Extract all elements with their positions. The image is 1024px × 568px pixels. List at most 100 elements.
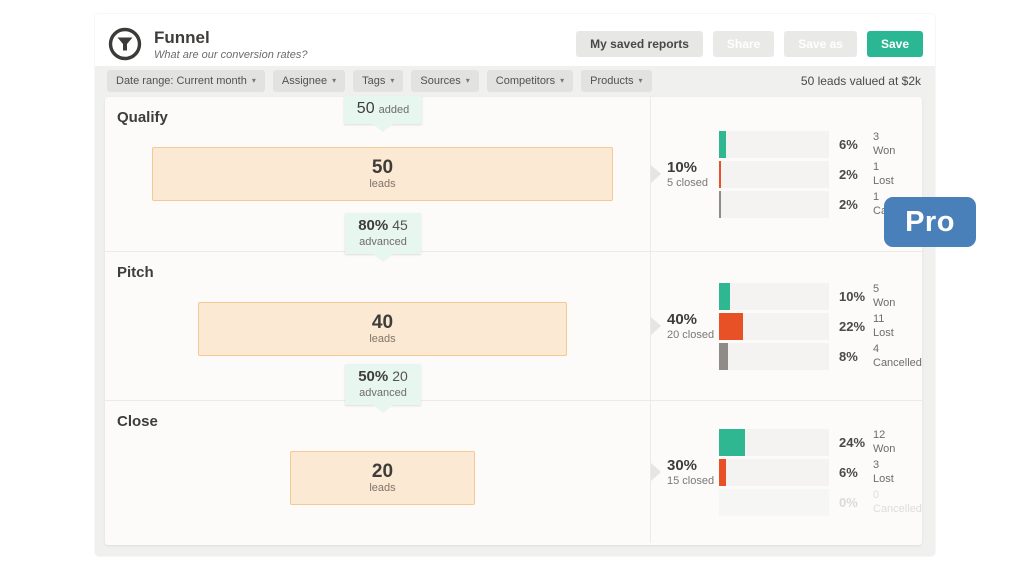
lost-bar	[719, 160, 829, 188]
chevron-down-icon: ▾	[251, 76, 256, 85]
filter-date-range[interactable]: Date range: Current month ▾	[107, 70, 265, 92]
lost-label: Lost	[873, 175, 894, 187]
chevron-down-icon: ▾	[390, 76, 395, 85]
lost-count: 3	[873, 458, 880, 471]
outcome-row-lost: 22% 11 Lost	[719, 312, 922, 340]
outcome-row-cancelled: 0% 0 Cancelled	[719, 488, 922, 516]
won-pct: 24%	[839, 434, 866, 450]
filter-sources-label: Sources	[420, 75, 461, 87]
filter-tags[interactable]: Tags ▾	[353, 70, 404, 92]
filter-competitors-label: Competitors	[495, 75, 556, 87]
lead-area: 50 leads	[152, 147, 613, 201]
advanced-line1: 80% 45	[358, 217, 408, 235]
stage-arrow-icon	[651, 317, 661, 335]
filter-bar: Date range: Current month ▾ Assignee ▾ T…	[95, 66, 935, 96]
won-count: 5	[873, 282, 880, 295]
cancelled-label: Cancelled	[873, 357, 922, 369]
closed-summary: 40% 20 closed	[667, 311, 719, 341]
lost-pct: 22%	[839, 318, 866, 334]
report-panel: Funnel What are our conversion rates? My…	[95, 14, 935, 556]
report-titles: Funnel What are our conversion rates?	[154, 28, 307, 61]
advanced-count: 45	[392, 217, 408, 233]
added-count: 50	[356, 100, 375, 117]
share-button[interactable]: Share	[712, 31, 775, 57]
won-pct: 10%	[839, 288, 866, 304]
won-count: 3	[873, 130, 880, 143]
cancelled-pct: 2%	[839, 196, 858, 212]
lead-box: 40 leads	[198, 302, 567, 356]
closed-label: 5 closed	[667, 177, 708, 189]
closed-label: 15 closed	[667, 475, 715, 487]
advanced-tag: 50% 20 advanced	[345, 364, 421, 405]
lead-area: 40 leads	[152, 302, 613, 356]
funnel-col-qualify: Qualify 50 added 50 leads 80% 45 advanced	[105, 96, 651, 254]
filter-assignee[interactable]: Assignee ▾	[272, 70, 346, 92]
filter-products-label: Products	[590, 75, 634, 87]
won-bar	[719, 282, 829, 310]
lost-bar	[719, 312, 829, 340]
lost-bar-fill	[719, 312, 744, 340]
won-bar-fill	[719, 428, 746, 456]
chevron-down-icon: ▾	[465, 76, 470, 85]
lost-bar	[719, 458, 829, 486]
save-button[interactable]: Save	[866, 31, 923, 57]
lost-detail: 3 Lost	[873, 458, 894, 487]
lead-count: 50	[371, 156, 394, 178]
cancelled-bar	[719, 488, 829, 516]
filter-assignee-label: Assignee	[281, 75, 328, 87]
lead-label: leads	[369, 482, 396, 495]
filter-competitors[interactable]: Competitors ▾	[486, 70, 574, 92]
lost-count: 11	[873, 312, 885, 325]
chevron-down-icon: ▾	[332, 76, 337, 85]
filter-products[interactable]: Products ▾	[581, 70, 652, 92]
stats-col-qualify: 10% 5 closed 6% 3 Won 2% 1 Lost	[651, 97, 922, 251]
lost-bar-fill	[719, 458, 726, 486]
outcome-row-cancelled: 8% 4 Cancelled	[719, 342, 922, 370]
lost-pct: 2%	[839, 166, 858, 182]
advanced-pct: 80%	[358, 217, 389, 234]
my-saved-reports-button[interactable]: My saved reports	[576, 31, 703, 57]
cancelled-count: 1	[873, 190, 880, 203]
closed-summary: 30% 15 closed	[667, 457, 719, 487]
closed-summary: 10% 5 closed	[667, 159, 719, 189]
stage-row-pitch: Pitch 40 leads 50% 20 advanced 40% 20 clo…	[105, 251, 922, 405]
lost-count: 1	[873, 160, 880, 173]
pro-badge: Pro	[884, 197, 976, 247]
filter-sources[interactable]: Sources ▾	[411, 70, 479, 92]
outcome-row-won: 10% 5 Won	[719, 282, 922, 310]
cancelled-label: Cancelled	[873, 503, 922, 515]
advanced-label: advanced	[359, 387, 407, 399]
advanced-pct: 50%	[358, 368, 389, 385]
cancelled-bar	[719, 190, 829, 218]
won-bar-fill	[719, 130, 726, 158]
lost-bar-fill	[719, 160, 722, 188]
won-bar	[719, 130, 829, 158]
report-title-group: Funnel What are our conversion rates?	[107, 26, 307, 62]
advanced-tag: 80% 45 advanced	[345, 213, 421, 254]
outcomes: 10% 5 Won 22% 11 Lost 8% 4 Cancelled	[719, 282, 922, 370]
outcome-row-lost: 6% 3 Lost	[719, 458, 922, 487]
closed-label: 20 closed	[667, 329, 715, 341]
cancelled-bar-fill	[719, 342, 728, 370]
won-count: 12	[873, 428, 886, 441]
stats-col-pitch: 40% 20 closed 10% 5 Won 22% 11 Lost	[651, 252, 922, 400]
funnel-col-close: Close 20 leads	[105, 401, 651, 543]
advanced-count: 20	[392, 368, 408, 384]
won-detail: 12 Won	[873, 428, 895, 457]
lead-area: 20 leads	[152, 451, 613, 505]
cancelled-count: 0	[873, 488, 880, 501]
lead-box: 20 leads	[290, 451, 475, 505]
stage-name: Pitch	[117, 264, 154, 281]
save-as-button[interactable]: Save as	[784, 31, 857, 57]
cancelled-pct: 8%	[839, 348, 858, 364]
won-label: Won	[873, 297, 896, 309]
lead-label: leads	[369, 178, 396, 191]
advanced-label: advanced	[359, 236, 407, 248]
lost-pct: 6%	[839, 464, 858, 480]
filter-date-range-label: Date range: Current month	[116, 75, 247, 87]
filter-tags-label: Tags	[362, 75, 386, 87]
lead-count: 40	[371, 311, 394, 333]
added-label: added	[378, 104, 410, 116]
chevron-down-icon: ▾	[560, 76, 565, 85]
won-label: Won	[873, 145, 896, 157]
